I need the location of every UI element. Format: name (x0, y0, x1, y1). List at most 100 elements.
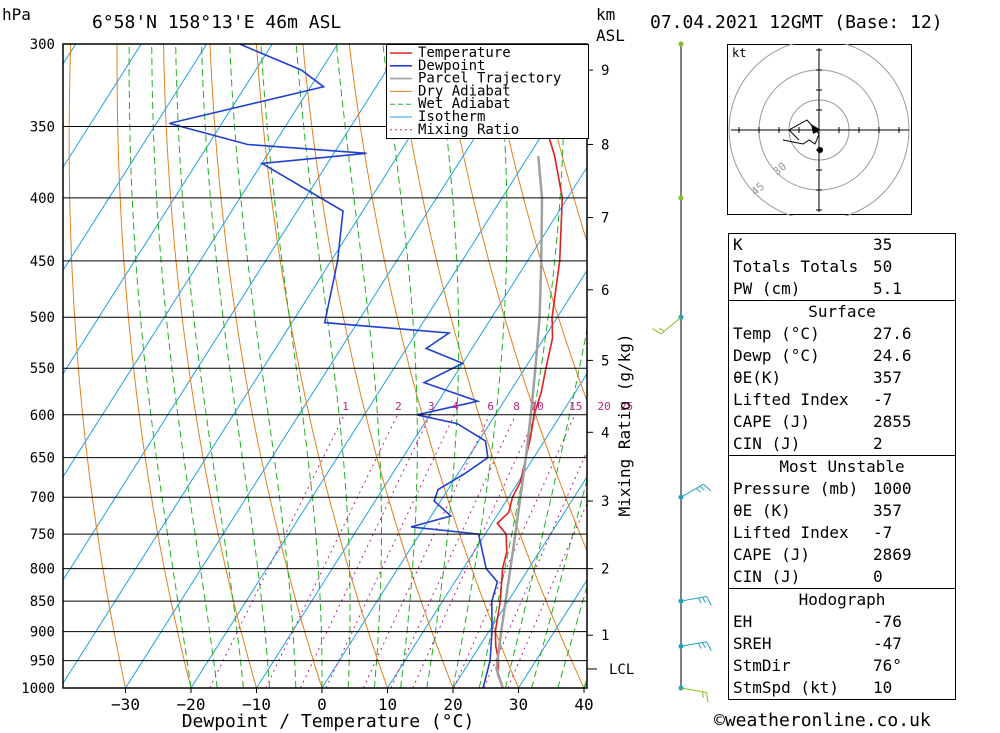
wet-adiabat-line (335, 44, 382, 688)
mixing-ratio-label: 4 (452, 400, 459, 413)
surface-index-row: Temp (°C) 27.6 (729, 323, 955, 345)
legend-label: Dewpoint (418, 58, 485, 74)
legend-label: Isotherm (418, 109, 485, 125)
index-value: 35 (873, 235, 893, 254)
plot-frame (62, 43, 588, 689)
surface-index-label: Dewp (°C) (733, 346, 820, 365)
surface-index-value: 2 (873, 434, 883, 453)
mixing-ratio-label: 20 (597, 400, 610, 413)
wet-adiabat-line (531, 477, 587, 688)
isotherm-line (63, 44, 142, 169)
mixing-ratio-line (300, 414, 431, 688)
wind-barb (680, 483, 704, 498)
dry-adiabat-line (953, 44, 1000, 688)
isotherm-line (452, 475, 587, 688)
surface-index-label: CIN (J) (733, 434, 801, 453)
surface-title: Surface (729, 300, 955, 323)
mixing-ratio-line (390, 414, 517, 688)
mixing-ratio-line (362, 414, 491, 688)
most-unstable-index-value: 0 (873, 567, 883, 586)
most-unstable-index-row: Pressure (mb) 1000 (729, 478, 955, 500)
wind-barb (680, 641, 707, 647)
hpa-label: hPa (2, 5, 31, 24)
pressure-tick-label: 850 (30, 594, 55, 610)
location-title: 6°58'N 158°13'E 46m ASL (92, 12, 342, 33)
pressure-tick-label: 800 (30, 562, 55, 578)
mixing-ratio-line (209, 414, 345, 688)
pressure-tick-label: 1000 (21, 681, 55, 697)
most-unstable-index-value: 2869 (873, 545, 912, 564)
wet-adiabat-line (260, 44, 323, 688)
wind-barb-dot (678, 195, 684, 201)
wet-adiabat-line (557, 584, 587, 688)
hodograph-index-value: -76 (873, 612, 902, 631)
hodograph-index-value: 10 (873, 678, 893, 697)
surface-index-value: 2855 (873, 412, 912, 431)
pressure-tick-label: 650 (30, 451, 55, 467)
wind-barb-flag (702, 597, 706, 603)
mixing-ratio-label: 25 (620, 400, 633, 413)
surface-index-value: -7 (873, 390, 893, 409)
mixing-ratio-label: 15 (569, 400, 582, 413)
wet-adiabat-line (426, 44, 460, 688)
hodograph-index-label: SREH (733, 634, 772, 653)
hodograph-index-label: StmDir (733, 656, 791, 675)
surface-index-label: CAPE (J) (733, 412, 811, 431)
isotherm-line (256, 166, 587, 688)
wet-adiabat-line (382, 44, 418, 688)
dry-adiabat-line (163, 44, 257, 688)
surface-index-row: θE(K) 357 (729, 367, 955, 389)
km-tick-label: 9 (601, 63, 609, 79)
most-unstable-index-row: CAPE (J) 2869 (729, 544, 955, 566)
pressure-tick-label: 450 (30, 254, 55, 270)
most-unstable-index-row: CIN (J) 0 (729, 566, 955, 588)
wind-barb (660, 316, 682, 335)
index-value: 50 (873, 257, 893, 276)
wind-barb-flag (706, 641, 712, 651)
pressure-tick-label: 750 (30, 527, 55, 543)
mixing-ratio-label: 6 (487, 400, 494, 413)
wind-barb-flag (706, 596, 712, 606)
km-tick-label: 6 (601, 283, 609, 299)
pressure-tick-label: 400 (30, 191, 55, 207)
surface-index-row: CAPE (J) 2855 (729, 411, 955, 433)
hodograph-index-row: StmSpd (kt) 10 (729, 677, 955, 699)
pressure-tick-label: 500 (30, 310, 55, 326)
index-label: PW (cm) (733, 279, 801, 298)
pressure-tick-label: 950 (30, 654, 55, 670)
wet-adiabat-line (504, 327, 587, 688)
parcel-trajectory-line (495, 156, 544, 688)
wind-barb-flag (706, 692, 709, 703)
mixing-ratio-line (325, 414, 455, 688)
most-unstable-index-value: -7 (873, 523, 893, 542)
mixing-ratio-label: 1 (342, 400, 349, 413)
surface-index-label: θE(K) (733, 368, 782, 387)
dry-adiabat-line (209, 44, 323, 688)
dry-adiabat-line (534, 44, 587, 244)
mixing-ratio-label: 2 (395, 400, 402, 413)
wind-barb-flag (658, 327, 665, 332)
most-unstable-index-value: 1000 (873, 479, 912, 498)
isotherm-line (321, 269, 587, 688)
dry-adiabat-line (302, 44, 454, 688)
most-unstable-title: Most Unstable (729, 455, 955, 478)
km-tick-label: 4 (601, 425, 609, 441)
pressure-tick-label: 550 (30, 361, 55, 377)
surface-index-label: Lifted Index (733, 390, 849, 409)
km-tick-label: 1 (601, 628, 609, 644)
date-title: 07.04.2021 12GMT (Base: 12) (650, 12, 943, 33)
isotherm-line (387, 372, 587, 688)
indices-table: K 35 Totals Totals 50 PW (cm) 5.1 Surface Tem… (728, 233, 956, 700)
isotherm-line (63, 44, 273, 375)
wet-adiabat-line (478, 44, 565, 688)
asl-label: ASL (596, 26, 625, 45)
hodograph-index-row: StmDir 76° (729, 655, 955, 677)
wind-barb-flag (697, 642, 702, 649)
hodograph-index-value: 76° (873, 656, 902, 675)
surface-index-value: 27.6 (873, 324, 912, 343)
mixing-ratio-line (453, 414, 576, 688)
isotherm-line (63, 44, 404, 582)
lcl-label: LCL (609, 662, 634, 678)
hodograph-params-title: Hodograph (729, 588, 955, 611)
